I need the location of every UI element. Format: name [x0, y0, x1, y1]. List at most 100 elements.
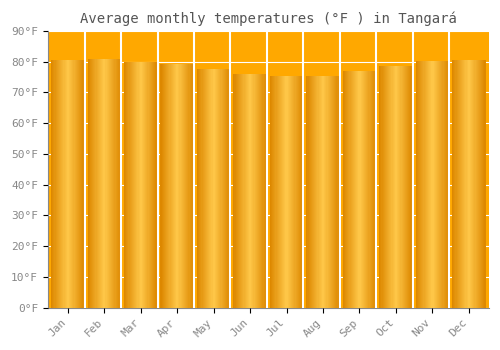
Bar	[388, 66, 389, 308]
Bar	[64, 60, 66, 308]
Bar	[355, 71, 356, 308]
Bar	[152, 62, 153, 308]
Bar	[434, 61, 436, 308]
Bar	[274, 76, 276, 308]
Bar	[422, 61, 424, 308]
Bar	[88, 59, 90, 308]
Bar	[58, 60, 59, 308]
Bar	[354, 71, 355, 308]
Bar	[380, 66, 382, 308]
Bar	[328, 76, 330, 308]
Bar	[338, 76, 340, 308]
Bar	[321, 76, 322, 308]
Bar	[135, 62, 136, 308]
Bar	[128, 62, 130, 308]
Bar	[259, 74, 260, 308]
Bar	[146, 62, 148, 308]
Bar	[270, 76, 271, 308]
Bar	[387, 66, 388, 308]
Bar	[466, 60, 468, 308]
Bar	[272, 76, 273, 308]
Bar	[386, 66, 387, 308]
Bar	[382, 66, 384, 308]
Bar	[292, 76, 294, 308]
Bar	[452, 60, 453, 308]
Bar	[164, 64, 165, 308]
Bar	[314, 76, 315, 308]
Bar	[396, 66, 397, 308]
Bar	[282, 76, 283, 308]
Bar	[342, 71, 344, 308]
Bar	[400, 66, 402, 308]
Bar	[320, 76, 321, 308]
Bar	[250, 74, 252, 308]
Bar	[375, 71, 376, 308]
Bar	[446, 61, 447, 308]
Bar	[258, 74, 259, 308]
Bar	[427, 61, 428, 308]
Bar	[168, 64, 170, 308]
Bar	[138, 62, 140, 308]
Bar	[350, 71, 352, 308]
Bar	[142, 62, 143, 308]
Bar	[199, 69, 200, 308]
Bar	[460, 60, 461, 308]
Bar	[438, 61, 439, 308]
Bar	[398, 66, 400, 308]
Bar	[368, 71, 370, 308]
Bar	[183, 64, 184, 308]
Bar	[228, 69, 230, 308]
Bar	[71, 60, 72, 308]
Bar	[257, 74, 258, 308]
Bar	[289, 76, 290, 308]
Bar	[280, 76, 281, 308]
Bar	[100, 59, 101, 308]
Bar	[225, 69, 226, 308]
Bar	[459, 60, 460, 308]
Bar	[360, 71, 362, 308]
Bar	[112, 59, 114, 308]
Bar	[222, 69, 224, 308]
Bar	[126, 62, 128, 308]
Bar	[148, 62, 150, 308]
Bar	[288, 76, 289, 308]
Bar	[153, 62, 154, 308]
Bar	[333, 76, 334, 308]
Bar	[184, 64, 185, 308]
Bar	[218, 69, 220, 308]
Bar	[240, 74, 241, 308]
Bar	[210, 69, 212, 308]
Bar	[362, 71, 363, 308]
Bar	[165, 64, 166, 308]
Bar	[363, 71, 364, 308]
Bar	[60, 60, 61, 308]
Bar	[256, 74, 257, 308]
Bar	[54, 60, 56, 308]
Bar	[392, 66, 394, 308]
Bar	[428, 61, 429, 308]
Bar	[347, 71, 348, 308]
Bar	[461, 60, 462, 308]
Bar	[202, 69, 203, 308]
Bar	[476, 60, 478, 308]
Bar	[109, 59, 110, 308]
Bar	[430, 61, 432, 308]
Bar	[108, 59, 109, 308]
Bar	[385, 66, 386, 308]
Bar	[114, 59, 116, 308]
Bar	[70, 60, 71, 308]
Bar	[150, 62, 151, 308]
Bar	[74, 60, 76, 308]
Bar	[185, 64, 186, 308]
Bar	[484, 60, 486, 308]
Bar	[332, 76, 333, 308]
Bar	[215, 69, 216, 308]
Bar	[214, 69, 215, 308]
Bar	[379, 66, 380, 308]
Bar	[101, 59, 102, 308]
Bar	[154, 62, 156, 308]
Bar	[241, 74, 242, 308]
Bar	[193, 64, 194, 308]
Bar	[374, 71, 375, 308]
Bar	[444, 61, 446, 308]
